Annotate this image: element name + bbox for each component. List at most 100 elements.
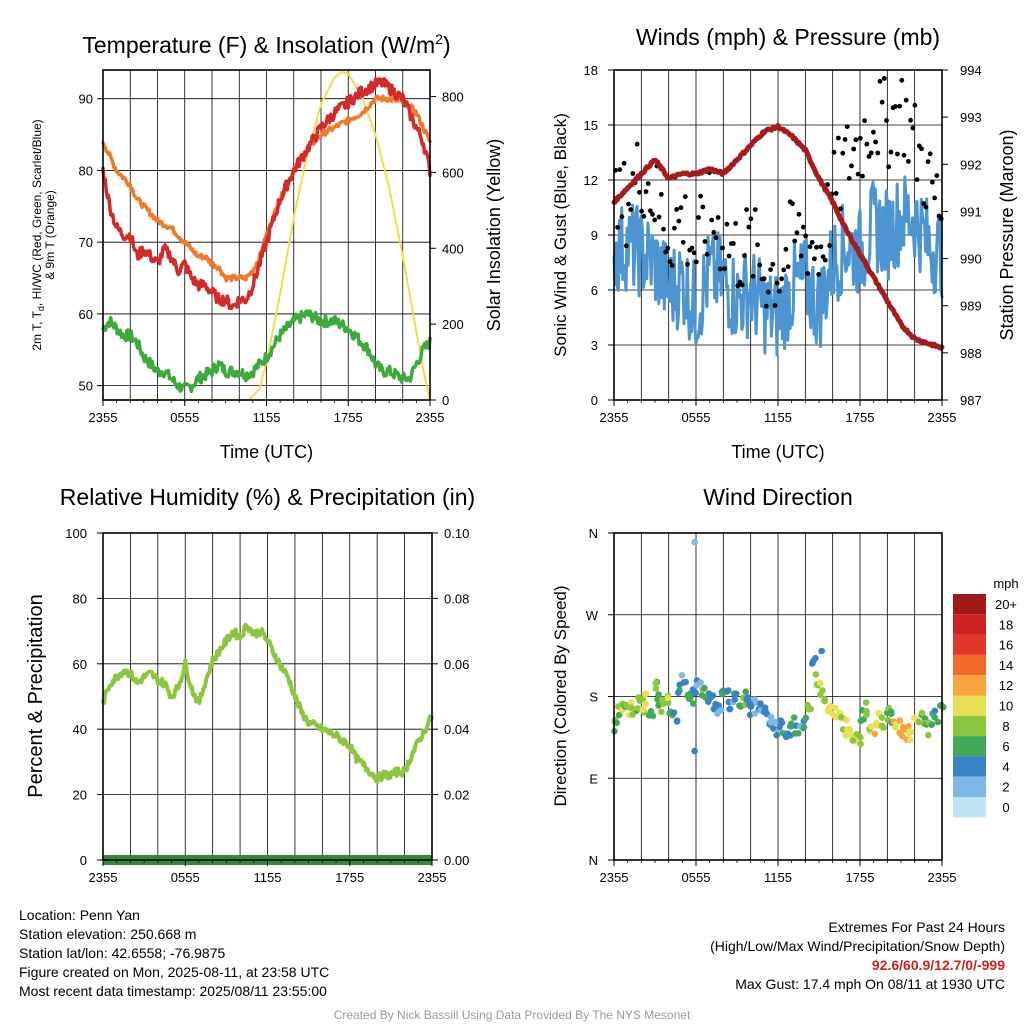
y2-tick-label: 0.02 <box>444 788 469 803</box>
y2-tick-label: 991 <box>960 204 982 219</box>
y-axis-label-sub: d <box>36 306 46 311</box>
direction-point <box>751 710 759 717</box>
y-tick-label: 40 <box>73 722 87 737</box>
direction-point <box>615 711 623 719</box>
legend-label: 0 <box>1002 800 1009 815</box>
gust-point <box>855 171 861 177</box>
direction-point <box>751 696 758 703</box>
gust-point <box>816 272 822 277</box>
gust-point <box>746 224 752 230</box>
direction-point <box>795 730 802 737</box>
gust-point <box>892 104 898 109</box>
gust-point <box>807 244 813 250</box>
gust-point <box>702 239 708 244</box>
max-gust-text: Max Gust: 17.4 mph On 08/11 at 1930 UTC <box>735 976 1005 992</box>
direction-point <box>862 699 870 706</box>
gust-point <box>818 244 824 250</box>
y-tick-label: 60 <box>73 657 87 672</box>
extremes-values: 92.6/60.9/12.7/0/-999 <box>871 957 1005 973</box>
direction-point <box>692 689 699 697</box>
direction-point <box>843 716 850 724</box>
y2-tick-label: 988 <box>960 346 982 361</box>
gust-point <box>906 159 911 164</box>
direction-point <box>733 690 740 698</box>
legend-label: 16 <box>999 638 1013 653</box>
gust-point <box>667 259 673 264</box>
x-tick-label: 1755 <box>335 870 364 885</box>
gust-point <box>623 243 629 249</box>
legend-label: 4 <box>1002 759 1009 774</box>
gust-point <box>809 239 815 245</box>
direction-point <box>691 747 698 755</box>
gust-point <box>792 238 798 244</box>
y2-tick-label: 0.10 <box>444 526 469 541</box>
gust-point <box>755 242 760 248</box>
direction-point <box>652 685 660 692</box>
direction-point <box>709 692 717 699</box>
gust-point <box>886 164 892 170</box>
direction-point <box>828 710 836 717</box>
direction-point <box>853 731 861 738</box>
gust-point <box>630 171 636 176</box>
direction-point <box>701 684 708 692</box>
gust-point <box>827 243 833 248</box>
direction-point <box>934 718 942 726</box>
gust-point <box>750 273 756 279</box>
direction-point <box>867 723 875 730</box>
gust-point <box>665 245 671 251</box>
x-tick-label: 0555 <box>682 410 711 425</box>
location-text: Location: Penn Yan <box>19 907 140 923</box>
gust-point <box>783 246 789 252</box>
gust-point <box>674 207 679 212</box>
y-tick-label: E <box>589 771 598 786</box>
gust-point <box>768 267 773 272</box>
direction-point <box>778 719 786 726</box>
gust-point <box>752 207 758 213</box>
x-tick-label: 0555 <box>170 410 199 425</box>
direction-point <box>770 725 777 732</box>
gust-point <box>772 303 778 308</box>
gust-point <box>744 207 749 213</box>
gust-point <box>619 214 625 220</box>
direction-point <box>747 703 755 710</box>
x-tick-label: 0555 <box>171 870 200 885</box>
gust-point <box>641 213 647 219</box>
extremes-legend: (High/Low/Max Wind/Precipitation/Snow De… <box>710 938 1005 954</box>
y-tick-label: N <box>589 526 598 541</box>
gust-point <box>617 167 623 173</box>
legend-label: 2 <box>1002 780 1009 795</box>
legend-swatch-10 <box>953 695 986 716</box>
direction-point <box>634 705 642 712</box>
y-tick-label: 90 <box>79 92 93 107</box>
x-axis-label: Time (UTC) <box>731 442 824 462</box>
direction-point <box>710 705 718 713</box>
direction-point <box>613 719 621 727</box>
direction-point <box>767 713 775 721</box>
gust-point <box>735 283 741 289</box>
gust-point <box>888 149 894 155</box>
gust-point <box>643 189 649 195</box>
y-tick-label: 0 <box>80 853 87 868</box>
gust-point <box>748 216 754 222</box>
gust-point <box>717 266 723 272</box>
gust-point <box>914 177 920 183</box>
gust-point <box>868 150 874 156</box>
gust-point <box>672 225 677 231</box>
y2-tick-label: 993 <box>960 110 982 125</box>
x-tick-label: 2355 <box>416 410 445 425</box>
gust-point <box>770 261 776 267</box>
gust-point <box>895 151 900 157</box>
chart-title-end: ) <box>443 32 451 58</box>
direction-point <box>857 740 864 748</box>
y2-axis-label: Solar Insolation (Yellow) <box>484 139 504 331</box>
gust-point <box>836 135 841 141</box>
direction-point <box>818 647 825 655</box>
direction-point <box>907 736 914 744</box>
gust-point <box>774 280 780 286</box>
gust-point <box>685 261 690 267</box>
gust-point <box>763 303 769 309</box>
y-tick-label: 3 <box>591 338 598 353</box>
x-tick-label: 1155 <box>764 410 792 425</box>
gust-point <box>921 201 927 206</box>
direction-point <box>918 709 926 717</box>
